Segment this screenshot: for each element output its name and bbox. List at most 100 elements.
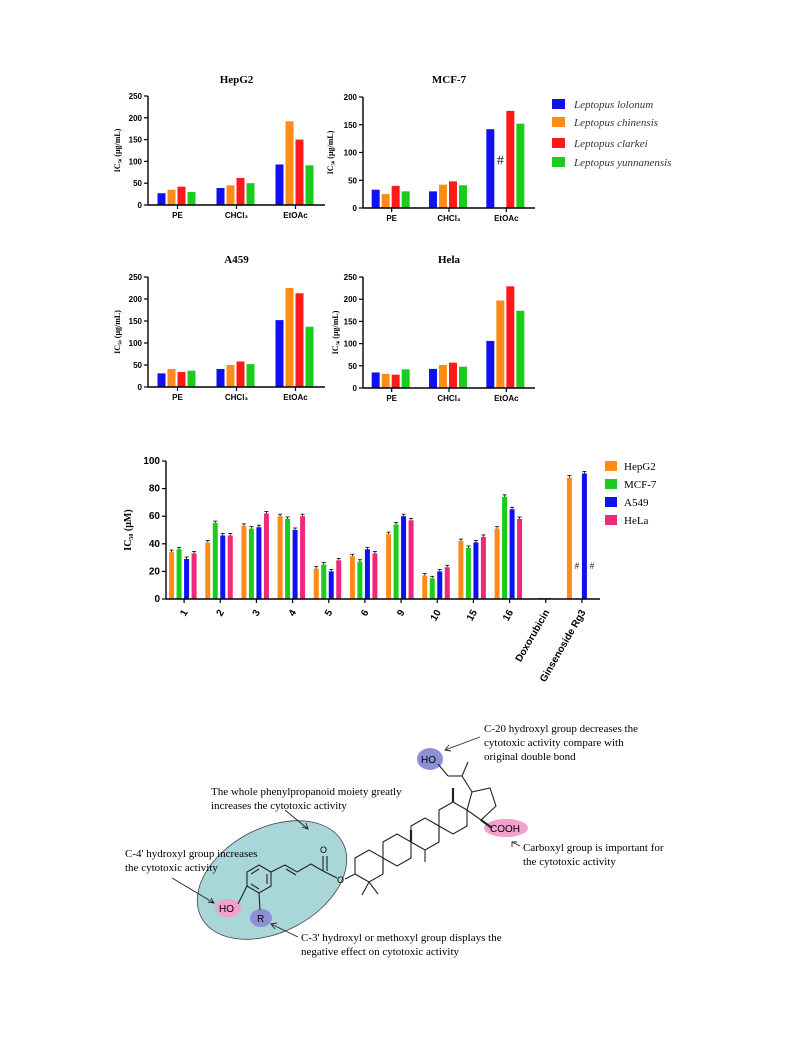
callout-arrows	[171, 736, 521, 938]
bar-compounds-mcf-7-2	[248, 528, 254, 599]
c4-note: C-4' hydroxyl group increases the cytoto…	[125, 848, 260, 874]
legend-swatch-hepg2	[605, 461, 617, 471]
c3-note: C-3' hydroxyl or methoxyl group displays…	[301, 932, 504, 958]
ring-b	[382, 833, 412, 867]
bar-hepg2-leptopus-chinensis-0	[167, 189, 176, 205]
bar-a459-leptopus-yunnanensis-2	[305, 326, 314, 387]
bar-a459-leptopus-clarkei-1	[236, 361, 245, 387]
bar-hela-leptopus-yunnanensis-1	[459, 366, 467, 388]
bar-compounds-a549-11	[581, 473, 587, 599]
legend-label-clarkei: Leptopus clarkei	[573, 138, 648, 150]
bar-compounds-hepg2-11	[566, 477, 572, 599]
legend-label-chinensis: Leptopus chinensis	[573, 117, 658, 129]
x-tick-label: CHCl₃	[225, 393, 249, 402]
bar-hela-leptopus-yunnanensis-0	[401, 369, 410, 388]
bar-hepg2-leptopus-lolonum-1	[216, 187, 225, 205]
bar-hepg2-leptopus-lolonum-0	[157, 193, 166, 205]
legend-swatch-lolonum	[552, 99, 565, 109]
bar-compounds-hela-1	[227, 535, 233, 599]
bar-hela-leptopus-chinensis-1	[439, 364, 447, 388]
chart-a459: A459 IC₅₀ (μg/mL) 0 50 100 150 200 250 PE CHCl₃ Et…	[113, 254, 325, 402]
c20-note-line-2: cytotoxic activity compare with	[484, 737, 624, 749]
bar-compounds-hela-6	[408, 520, 414, 599]
gem-dimethyl-bond	[368, 881, 379, 895]
bar-a459-leptopus-chinensis-1	[226, 365, 235, 387]
ester-o-bond	[344, 873, 356, 880]
c4-note-line-1: C-4' hydroxyl group increases	[125, 848, 257, 860]
arrow-c20	[444, 736, 481, 751]
bond-to-r	[258, 892, 261, 911]
carbonyl-o-label: O	[320, 845, 327, 855]
bar-compounds-mcf-7-1	[212, 523, 218, 599]
x-tick-label: PE	[386, 214, 397, 223]
x-tick-label: CHCl₃	[225, 211, 249, 220]
x-tick-label: 1	[178, 608, 191, 619]
bar-a459-leptopus-lolonum-0	[157, 373, 166, 387]
isopropyl-bond	[461, 775, 473, 793]
x-tick-label: EtOAc	[494, 214, 519, 223]
y-tick-label: 150	[344, 121, 358, 130]
bar-a459-leptopus-lolonum-2	[275, 320, 284, 387]
bar-compounds-a549-0	[184, 558, 190, 599]
carboxyl-bond	[480, 819, 493, 829]
y-tick-label: 250	[344, 273, 358, 282]
bar-hela-leptopus-clarkei-0	[391, 374, 400, 388]
x-tick-label: Doxorubicin	[514, 608, 553, 664]
bar-compounds-hela-5	[372, 553, 378, 599]
chart-title: MCF-7	[432, 74, 467, 86]
bar-hela-leptopus-lolonum-1	[429, 368, 437, 388]
y-tick-label: 100	[129, 339, 143, 348]
bar-hepg2-leptopus-yunnanensis-1	[246, 183, 255, 205]
x-tick-label: PE	[386, 394, 397, 403]
bar-compounds-hela-2	[263, 513, 269, 599]
y-tick-label: 150	[129, 317, 143, 326]
x-tick-label: CHCl₃	[437, 394, 461, 403]
y-tick-label: 100	[344, 340, 358, 349]
carboxyl-note-line-1: Carboxyl group is important for	[523, 842, 664, 854]
bar-hela-leptopus-chinensis-2	[496, 300, 505, 388]
y-tick-label: 0	[353, 384, 358, 393]
y-tick-label: 100	[143, 456, 160, 467]
bar-compounds-mcf-7-4	[321, 564, 327, 599]
bar-compounds-a549-9	[509, 509, 515, 599]
y-tick-label: 50	[133, 361, 142, 370]
c4-hydroxyl-highlight	[215, 899, 241, 917]
bar-compounds-hepg2-2	[241, 525, 247, 599]
bar-hepg2-leptopus-yunnanensis-0	[187, 191, 196, 205]
bar-hepg2-leptopus-clarkei-2	[295, 139, 304, 205]
x-tick-label: 15	[465, 608, 480, 624]
arrowhead-phenyl	[301, 822, 309, 830]
legend-swatch-hela	[605, 515, 617, 525]
bar-mcf7-leptopus-yunnanensis-0	[401, 191, 410, 208]
bar-compounds-a549-8	[473, 542, 479, 599]
x-tick-label: 4	[287, 608, 300, 619]
x-tick-label: PE	[172, 211, 183, 220]
bar-mcf7-leptopus-clarkei-2	[506, 110, 515, 208]
y-tick-label: 100	[344, 149, 358, 158]
bar-hepg2-leptopus-chinensis-2	[285, 121, 294, 205]
x-tick-label: EtOAc	[494, 394, 519, 403]
bar-compounds-hepg2-5	[349, 556, 355, 599]
bar-compounds-a549-5	[364, 549, 370, 599]
arrow-phenyl	[284, 809, 309, 830]
ring-c	[410, 817, 440, 851]
arrow-c3	[270, 923, 299, 938]
bar-a459-leptopus-chinensis-2	[285, 288, 294, 387]
y-tick-label: 0	[154, 594, 160, 605]
bar-a459-leptopus-lolonum-1	[216, 368, 225, 387]
bar-compounds-hepg2-3	[277, 516, 283, 599]
bar-compounds-a549-3	[292, 530, 298, 599]
bar-a459-leptopus-chinensis-0	[167, 368, 176, 387]
bar-compounds-mcf-7-0	[176, 549, 182, 599]
arrowhead-c3	[270, 922, 278, 930]
chart-mcf7: MCF-7 IC₅₀ (μg/mL) 0 50 100 150 200 # PE CHCl₃ EtO…	[326, 74, 535, 223]
y-tick-label: 60	[149, 511, 161, 522]
bar-hela-leptopus-clarkei-2	[506, 286, 515, 388]
y-axis-label: IC₅₀ (μM)	[123, 509, 134, 550]
bar-compounds-mcf-7-7	[429, 578, 435, 599]
carboxyl-note-line-2: the cytotoxic activity	[523, 856, 616, 868]
arrowhead-c20	[444, 744, 452, 752]
legend-swatch-clarkei	[552, 138, 565, 148]
chart-hepg2: HepG2 IC₅₀ (μg/mL) 0 50 100 150 200 250 PE CHCl₃ E…	[113, 74, 325, 220]
